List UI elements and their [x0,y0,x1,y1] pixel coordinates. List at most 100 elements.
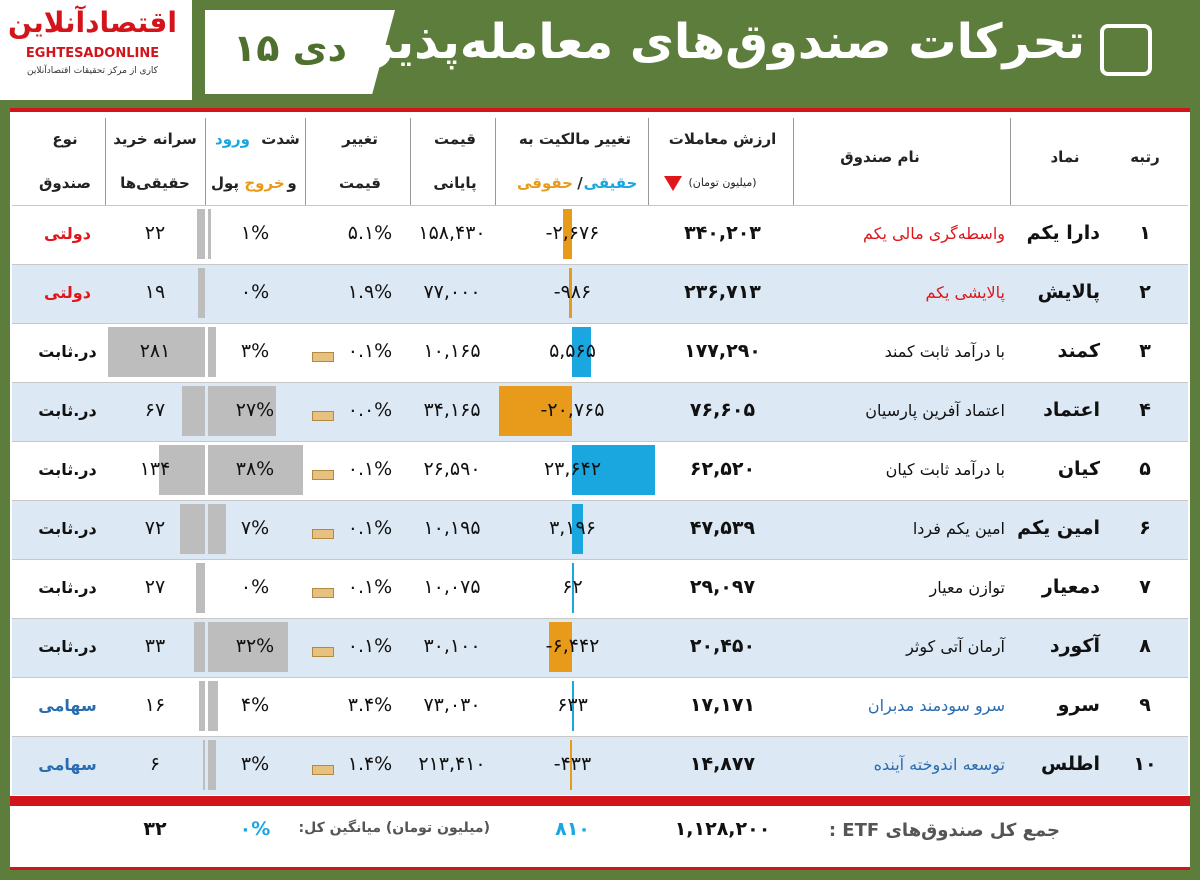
title: تحرکات صندوق‌های معامله‌پذیر [366,14,1085,70]
price: ۷۷,۰۰۰ [423,281,481,303]
fund-name: با درآمد ثابت کمند [884,342,1005,361]
price: ۱۰,۰۷۵ [423,576,481,598]
triangle-icon [664,176,682,191]
intensity: ۰% [240,281,270,303]
fund-type: سهامی [38,755,97,774]
value: ۱۷,۱۷۱ [689,694,756,716]
ownership-bar [572,681,575,731]
ownership-bar [572,504,584,554]
symbol: اعتماد [1043,399,1100,421]
flat-mark [312,529,334,539]
flat-mark [312,647,334,657]
rank: ۶ [1139,517,1151,539]
footer-total-value: ۱,۱۲۸,۲۰۰ [674,818,771,840]
fund-name: پالایشی یکم [925,283,1005,302]
price: ۷۳,۰۳۰ [423,694,481,716]
header-ownership-legal: حقوقی [516,174,573,192]
header-symbol: نماد [1050,148,1080,166]
per-capita-bar [202,740,205,790]
footer-avg-per-capita: ۳۲ [143,818,167,840]
ownership-bar [572,563,574,613]
ownership-change: ۵,۵۶۵ [549,340,596,362]
fund-name: سرو سودمند مدبران [867,696,1005,715]
rank: ۵ [1139,458,1151,480]
value: ۶۲,۵۲۰ [689,458,756,480]
ownership-bar [570,740,572,790]
header-value: ارزش معاملات [668,130,777,148]
fund-type: سهامی [38,696,97,715]
fund-type: دولتی [44,283,91,302]
fund-name: امین یکم فردا [912,519,1005,538]
symbol: کیان [1057,458,1100,480]
header-per-capita2: حقیقی‌ها [120,174,190,192]
fund-type: در.ثابت [38,401,97,420]
intensity-bar [208,445,303,495]
per-capita-bar [195,563,205,613]
value: ۴۷,۵۳۹ [689,517,756,539]
value: ۲۰,۴۵۰ [689,635,756,657]
price: ۳۰,۱۰۰ [423,635,481,657]
ownership-change: ۶۳۳ [557,694,588,716]
symbol: اطلس [1040,753,1100,775]
price: ۳۴,۱۶۵ [423,399,481,421]
per-capita-bar [193,622,205,672]
per-capita-bar [199,681,205,731]
logo-box [0,0,192,100]
intensity: ۲۷% [235,399,275,421]
fund-type: در.ثابت [38,460,97,479]
logo: اقتصادآنلاین [8,6,177,39]
header-ownership-real: حقیقی [583,174,638,192]
fund-type: در.ثابت [38,578,97,597]
footer-avg-intensity: ۰% [239,818,271,840]
footer-avg-label: (میلیون تومان) میانگین کل: [298,820,490,836]
ownership-bar [568,268,572,318]
ownership-change: ۳,۱۹۶ [549,517,596,539]
symbol: امین یکم [1017,517,1100,539]
per-capita-bar [180,504,205,554]
date-box [205,10,395,94]
header-ownership-slash: / [577,174,583,192]
logo-latin: EGHTESADONLINE [25,46,160,61]
price: ۲۶,۵۹۰ [423,458,481,480]
symbol: پالایش [1037,281,1100,303]
per-capita-bar [181,386,205,436]
intensity: ۱% [240,222,270,244]
intensity-bar [208,327,216,377]
ownership-change: -۹۸۶ [553,281,592,303]
intensity-bar [208,740,216,790]
row-bg [12,264,1188,323]
rank: ۸ [1139,635,1151,657]
logo-sub: کاری از مرکز تحقیقات اقتصادآنلاین [27,66,158,76]
rank: ۱ [1139,222,1151,244]
header-name: نام صندوق [840,148,920,166]
per-capita: ۲۸۱ [139,340,171,362]
intensity-bar [208,504,226,554]
ownership-change: ۲۳,۶۴۲ [543,458,602,480]
intensity: ۳% [240,340,270,362]
footer-band [10,796,1190,806]
symbol: دمعیار [1041,576,1100,598]
per-capita: ۱۹ [144,281,166,303]
value: ۲۳۶,۷۱۳ [684,281,761,303]
per-capita-bar [198,268,205,318]
ownership-change: -۲۰,۷۶۵ [540,399,605,421]
intensity: ۳% [240,753,270,775]
ownership-bar [572,445,655,495]
rank: ۷ [1139,576,1151,598]
header-price2: پایانی [433,174,477,192]
footer-label: جمع کل صندوق‌های ETF : [828,820,1060,841]
price: ۲۱۳,۴۱۰ [418,753,486,775]
price-change: ۰.۱% [347,458,393,480]
price: ۱۰,۱۹۵ [423,517,481,539]
symbol: سرو [1057,694,1100,716]
header-ownership: تغییر مالکیت به [518,130,632,148]
ownership-bar [562,209,572,259]
intensity-bar [208,622,288,672]
fund-name: توسعه اندوخته آینده [873,755,1005,774]
ownership-change: -۶,۴۴۲ [545,635,600,657]
header-change2: قیمت [339,174,381,192]
price: ۱۵۸,۴۳۰ [418,222,486,244]
fund-name: توازن معیار [929,578,1005,597]
price-change: ۱.۹% [347,281,393,303]
